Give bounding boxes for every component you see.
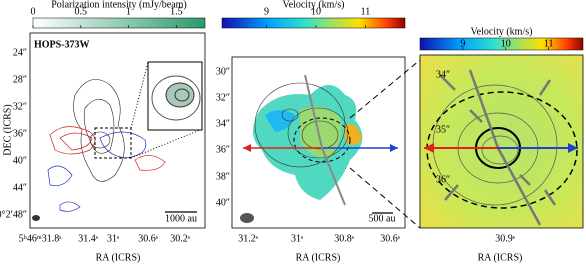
colorbar-tick-label: 1 — [126, 6, 131, 17]
y-tick-label: 28″ — [13, 74, 27, 85]
colorbar-tick-label: 10 — [501, 38, 511, 49]
colorbar-tick-label: 0 — [31, 6, 36, 17]
y-tick-label: 32″ — [13, 101, 27, 112]
x-tick-label: 30.6ˢ — [380, 233, 400, 244]
y-tick-label: 40″ — [13, 155, 27, 166]
y-tick-label: 32″ — [216, 92, 230, 103]
colorbar-title: Velocity (km/s) — [283, 0, 345, 10]
panel-1-art — [29, 32, 206, 229]
x-axis-label: RA (ICRS) — [96, 252, 141, 263]
panel-3-art — [419, 54, 584, 229]
colorbar-title: Polarization intensity (mJy/beam) — [51, 0, 187, 10]
x-axis-label: RA (ICRS) — [296, 252, 341, 263]
y-tick-label: 44″ — [13, 182, 27, 193]
y-tick-label: 24″ — [13, 47, 27, 58]
panel-2-art — [231, 56, 421, 229]
y-tick-label: 34″ — [216, 118, 230, 129]
generated: Polarization intensity (mJy/beam) 0 0.5 1 1.… — [0, 0, 584, 263]
panel-label: HOPS-373W — [34, 39, 90, 50]
x-tick-label: 30.8ˢ — [334, 233, 354, 244]
x-tick-label: 31ˢ — [107, 233, 119, 244]
colorbar-title: Velocity (km/s) — [471, 26, 533, 37]
colorbar-tick-label: 10 — [311, 6, 321, 17]
y-tick-label: 36″ — [216, 144, 230, 155]
y-tick-label: 36″ — [13, 128, 27, 139]
colorbar-tick-label: 9 — [460, 38, 465, 49]
colorbar-tick-label: 11 — [361, 6, 371, 17]
y-axis-label: DEC (ICRS) — [2, 104, 13, 155]
colorbar-tick-label: 9 — [264, 6, 269, 17]
y-tick-label: 34″ — [436, 69, 450, 80]
y-tick-label: 40″ — [216, 197, 230, 208]
scale-bar-label: 500 au — [369, 213, 396, 224]
colorbar — [32, 17, 206, 29]
y-tick-label: 30″ — [216, 66, 230, 77]
x-tick-label: 30.6ˢ — [138, 233, 158, 244]
y-tick-label: 36″ — [436, 174, 450, 185]
x-tick-label: 31ˢ — [291, 233, 303, 244]
colorbar — [419, 37, 584, 51]
x-axis-label: RA (ICRS) — [478, 252, 523, 263]
y-tick-label: 38″ — [216, 171, 230, 182]
colorbar-tick-label: 0.5 — [75, 6, 88, 17]
x-tick-label: 5ʰ46ᵐ31.8ˢ — [19, 233, 62, 244]
colorbar-tick-label: 1.5 — [170, 6, 183, 17]
colorbar-tick-label: 11 — [544, 38, 554, 49]
scale-bar-label: 1000 au — [165, 213, 197, 224]
x-tick-label: 30.2ˢ — [170, 233, 190, 244]
colorbar — [221, 17, 406, 29]
y-tick-label: -0°2′48″ — [0, 209, 27, 220]
y-tick-label: 35″ — [436, 124, 450, 135]
x-tick-label: 31.4ˢ — [78, 233, 98, 244]
x-tick-label: 31.2ˢ — [238, 233, 258, 244]
x-tick-label: 30.9ˢ — [495, 233, 515, 244]
